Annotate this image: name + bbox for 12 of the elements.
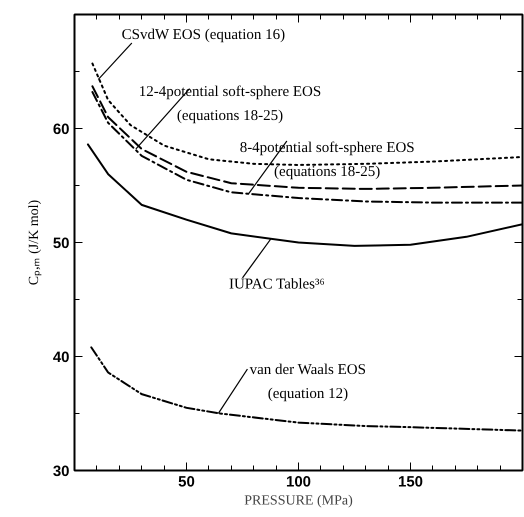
y-tick-label: 40 xyxy=(52,349,70,366)
x-axis-title: PRESSURE (MPa) xyxy=(244,494,354,508)
x-tick-label: 150 xyxy=(398,474,424,490)
annotation: CSvdW EOS (equation 16) xyxy=(122,27,286,44)
y-tick-label: 30 xyxy=(52,463,70,480)
annotation: IUPAC Tables³⁶ xyxy=(228,276,325,293)
x-tick-label: 100 xyxy=(286,474,312,490)
y-tick-label: 60 xyxy=(52,121,70,138)
y-tick-label: 50 xyxy=(52,235,70,252)
x-tick-label: 50 xyxy=(178,474,195,490)
y-axis-title: Cₚ,ₘ (J/K mol) xyxy=(26,199,42,286)
annotation: van der Waals EOS (equation 12) xyxy=(250,362,366,402)
